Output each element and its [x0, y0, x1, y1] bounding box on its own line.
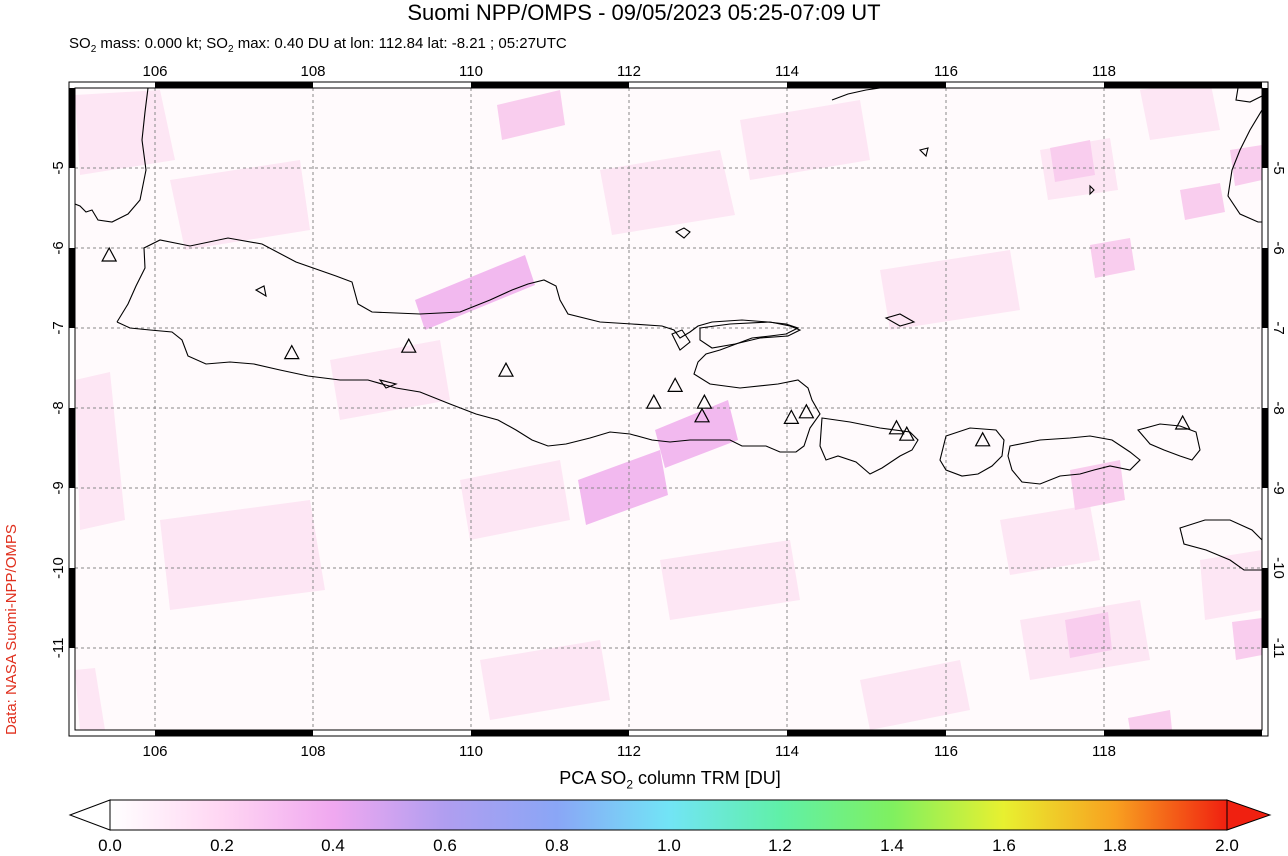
lat-tick-left-9: -9 — [50, 481, 67, 494]
lat-tick-right-5: -5 — [1270, 161, 1287, 174]
colorbar-tick: 0.8 — [545, 836, 569, 855]
volcano-marker-icon — [898, 425, 915, 441]
lat-tick-right-9: -9 — [1270, 481, 1287, 494]
volcano-marker-icon — [667, 377, 684, 392]
lat-tick-right-8: -8 — [1270, 401, 1287, 414]
map-title: Suomi NPP/OMPS - 09/05/2023 05:25-07:09 … — [407, 0, 881, 25]
lon-tick-top-110: 110 — [459, 63, 483, 80]
lon-tick-bottom-110: 110 — [459, 743, 483, 760]
coastlines — [75, 88, 1262, 571]
colorbar-label: PCA SO2 column TRM [DU] — [559, 768, 781, 792]
map-frame — [68, 81, 1269, 737]
colorbar-tick: 1.2 — [768, 836, 792, 855]
lat-tick-left-8: -8 — [50, 401, 67, 414]
lon-tick-top-116: 116 — [934, 63, 958, 80]
lon-tick-bottom-116: 116 — [934, 743, 958, 760]
lat-tick-right-7: -7 — [1270, 321, 1287, 334]
lat-tick-left-10: -10 — [50, 557, 67, 579]
lat-tick-right-10: -10 — [1270, 557, 1287, 579]
colorbar-tick: 0.6 — [433, 836, 457, 855]
volcano-marker-icon — [400, 337, 417, 353]
graticule — [75, 88, 1262, 730]
lon-tick-bottom-118: 118 — [1092, 743, 1116, 760]
lat-tick-right-11: -11 — [1270, 638, 1287, 659]
lon-tick-top-112: 112 — [617, 63, 641, 80]
lat-tick-left-6: -6 — [50, 241, 67, 254]
map-subtitle: SO2 mass: 0.000 kt; SO2 max: 0.40 DU at … — [69, 35, 567, 55]
colorbar-tick: 0.0 — [98, 836, 122, 855]
lat-tick-left-11: -11 — [50, 638, 67, 659]
volcano-marker-icon — [783, 409, 800, 424]
so2-field — [75, 88, 1262, 730]
lon-tick-bottom-114: 114 — [775, 743, 799, 760]
volcano-markers — [101, 246, 1191, 447]
volcano-marker-icon — [694, 407, 711, 423]
volcano-marker-icon — [696, 393, 713, 409]
volcano-marker-icon — [645, 393, 662, 409]
colorbar-tick: 1.8 — [1103, 836, 1127, 855]
lon-tick-bottom-106: 106 — [142, 743, 167, 760]
lon-tick-bottom-108: 108 — [300, 743, 325, 760]
lon-tick-top-108: 108 — [300, 63, 325, 80]
lon-tick-top-106: 106 — [142, 63, 167, 80]
colorbar-tick: 1.0 — [657, 836, 681, 855]
lat-tick-right-6: -6 — [1270, 241, 1287, 254]
colorbar-tick: 0.4 — [321, 836, 345, 855]
volcano-marker-icon — [101, 246, 118, 262]
colorbar-tick: 2.0 — [1215, 836, 1239, 855]
lon-tick-bottom-112: 112 — [617, 743, 641, 760]
volcano-marker-icon — [497, 361, 514, 377]
volcano-marker-icon — [1174, 414, 1191, 430]
lat-tick-left-5: -5 — [50, 161, 67, 174]
volcano-marker-icon — [974, 431, 991, 447]
colorbar-tick: 0.2 — [210, 836, 234, 855]
volcano-marker-icon — [283, 344, 300, 360]
volcano-marker-icon — [798, 403, 815, 419]
colorbar-tick: 1.4 — [880, 836, 904, 855]
colorbar — [68, 799, 1272, 831]
colorbar-tick: 1.6 — [992, 836, 1016, 855]
lon-tick-top-118: 118 — [1092, 63, 1116, 80]
volcano-marker-icon — [888, 419, 905, 435]
lon-tick-top-114: 114 — [775, 63, 799, 80]
lat-tick-left-7: -7 — [50, 321, 67, 334]
